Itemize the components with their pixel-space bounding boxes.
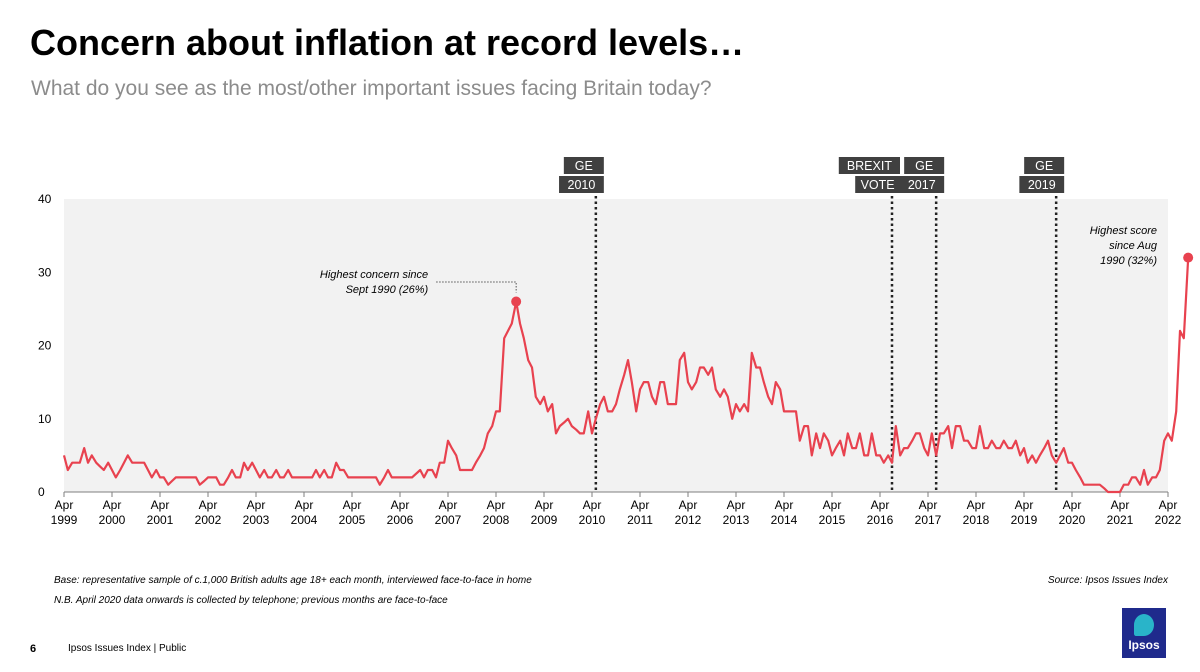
highlight-point <box>1183 252 1194 263</box>
x-tick-label: Apr <box>103 498 122 512</box>
y-tick-label: 40 <box>38 192 52 206</box>
x-tick-label: Apr <box>199 498 218 512</box>
x-tick-label: Apr <box>919 498 938 512</box>
x-tick-label: 2007 <box>435 513 462 527</box>
x-tick-label: Apr <box>1159 498 1178 512</box>
ipsos-logo-text: Ipsos <box>1128 638 1160 652</box>
plot-background <box>64 199 1168 492</box>
x-tick-label: 2017 <box>915 513 942 527</box>
base-note: Base: representative sample of c.1,000 B… <box>54 575 532 586</box>
x-tick-label: Apr <box>823 498 842 512</box>
event-label: 2019 <box>1028 178 1056 192</box>
x-tick-label: Apr <box>1015 498 1034 512</box>
x-tick-label: Apr <box>151 498 170 512</box>
x-tick-label: 2008 <box>483 513 510 527</box>
annotation-text: since Aug <box>1109 240 1158 252</box>
x-tick-label: 2015 <box>819 513 846 527</box>
x-tick-label: Apr <box>343 498 362 512</box>
x-tick-label: Apr <box>535 498 554 512</box>
x-tick-label: Apr <box>727 498 746 512</box>
y-tick-label: 30 <box>38 265 52 279</box>
x-tick-label: Apr <box>967 498 986 512</box>
x-tick-label: 2018 <box>963 513 990 527</box>
x-tick-label: 2016 <box>867 513 894 527</box>
ipsos-logo-mark-icon <box>1134 614 1154 636</box>
series-line <box>62 257 1190 494</box>
page-title: Concern about inflation at record levels… <box>30 22 745 63</box>
event-label-box <box>838 157 900 174</box>
x-tick-label: Apr <box>871 498 890 512</box>
event-label-box <box>1019 176 1065 193</box>
annotation-text: Highest concern since <box>320 269 428 281</box>
x-tick-label: 2022 <box>1155 513 1182 527</box>
footer-text: Ipsos Issues Index | Public <box>68 643 187 654</box>
annotation-text: 1990 (32%) <box>1100 255 1157 267</box>
event-label-box <box>559 176 604 193</box>
event-label: GE <box>915 159 933 173</box>
x-tick-label: 2011 <box>627 513 653 527</box>
event-label-box <box>1024 157 1065 174</box>
event-label: GE <box>575 159 593 173</box>
event-label: GE <box>1035 159 1053 173</box>
annotation-text: Sept 1990 (26%) <box>346 284 429 296</box>
x-tick-label: Apr <box>679 498 698 512</box>
x-tick-label: 2001 <box>147 513 174 527</box>
ipsos-logo: Ipsos <box>1122 608 1166 658</box>
x-tick-label: Apr <box>631 498 650 512</box>
event-label: 2017 <box>908 178 936 192</box>
x-tick-label: 2005 <box>339 513 366 527</box>
y-tick-label: 20 <box>38 339 52 353</box>
annotation-text: Highest score <box>1090 225 1157 237</box>
source-note: Source: Ipsos Issues Index <box>1047 575 1168 586</box>
x-tick-label: 2013 <box>723 513 750 527</box>
event-label: 2010 <box>568 178 596 192</box>
x-tick-label: Apr <box>487 498 506 512</box>
x-tick-label: 2009 <box>531 513 558 527</box>
x-tick-label: Apr <box>247 498 266 512</box>
highlight-point <box>511 296 522 307</box>
event-label-box <box>855 176 900 193</box>
event-label-box <box>899 176 945 193</box>
x-tick-label: Apr <box>55 498 74 512</box>
x-tick-label: Apr <box>295 498 314 512</box>
x-tick-label: Apr <box>391 498 410 512</box>
x-tick-label: Apr <box>439 498 458 512</box>
page-subtitle: What do you see as the most/other import… <box>31 77 712 100</box>
x-tick-label: Apr <box>1111 498 1130 512</box>
x-tick-label: 2006 <box>387 513 414 527</box>
annotation-leader <box>436 281 517 293</box>
y-tick-label: 10 <box>38 412 52 426</box>
x-tick-label: 2004 <box>291 513 318 527</box>
x-tick-label: 2002 <box>195 513 222 527</box>
event-label: VOTE <box>861 178 895 192</box>
x-tick-label: 2012 <box>675 513 702 527</box>
nb-note: N.B. April 2020 data onwards is collecte… <box>54 595 448 606</box>
x-tick-label: 2014 <box>771 513 798 527</box>
x-tick-label: 2020 <box>1059 513 1086 527</box>
x-tick-label: Apr <box>775 498 794 512</box>
x-tick-label: 1999 <box>51 513 78 527</box>
event-label: BREXIT <box>847 159 893 173</box>
x-tick-label: 2000 <box>99 513 126 527</box>
x-tick-label: 2003 <box>243 513 270 527</box>
x-tick-label: 2010 <box>579 513 606 527</box>
x-tick-label: 2019 <box>1011 513 1038 527</box>
page-number: 6 <box>30 643 37 655</box>
event-label-box <box>563 157 604 174</box>
x-tick-label: Apr <box>1063 498 1082 512</box>
x-tick-label: 2021 <box>1107 513 1134 527</box>
x-tick-label: Apr <box>583 498 602 512</box>
y-tick-label: 0 <box>38 485 45 499</box>
event-label-box <box>904 157 945 174</box>
